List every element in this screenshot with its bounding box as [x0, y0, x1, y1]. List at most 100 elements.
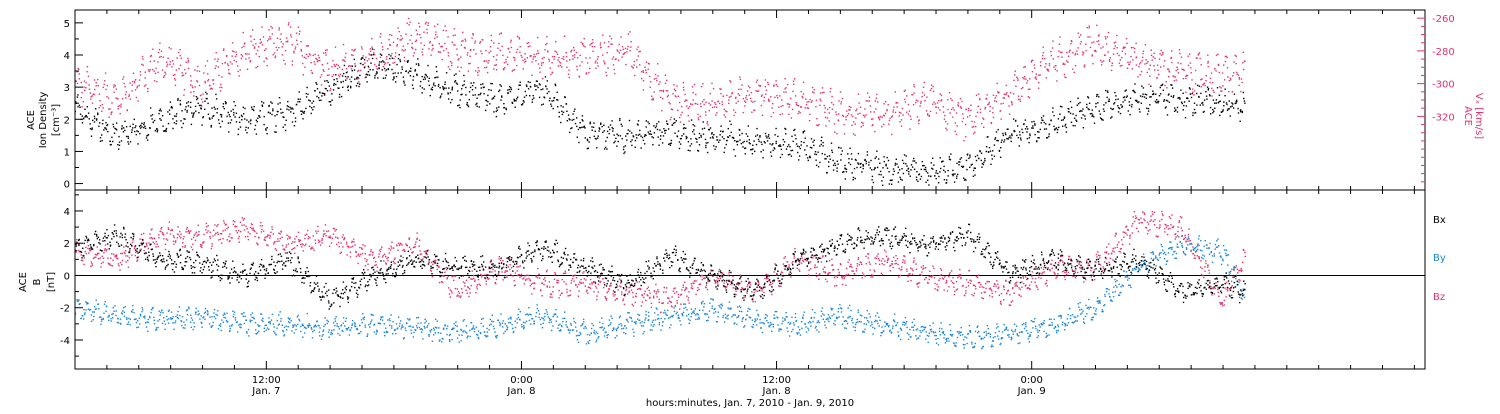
ion-density-point: [961, 157, 962, 158]
by-point: [459, 334, 460, 335]
vx-point: [87, 66, 88, 67]
ion-density-point: [1008, 138, 1009, 139]
vx-point: [968, 108, 969, 109]
by-point: [721, 308, 722, 309]
vx-point: [777, 97, 778, 98]
by-point: [929, 333, 930, 334]
vx-point: [978, 94, 979, 95]
vx-point: [679, 117, 680, 118]
by-point: [478, 338, 479, 339]
ion-density-point: [217, 108, 218, 109]
ion-density-point: [805, 138, 806, 139]
vx-point: [867, 92, 868, 93]
ion-density-point: [1023, 123, 1024, 124]
vx-point: [102, 104, 103, 105]
ion-density-point: [383, 61, 384, 62]
ion-density-point: [1137, 102, 1138, 103]
ion-density-point: [836, 167, 837, 168]
vx-point: [167, 58, 168, 59]
vx-point: [829, 107, 830, 108]
ion-density-point: [511, 89, 512, 90]
vx-point: [379, 63, 380, 64]
ion-density-point: [306, 93, 307, 94]
by-point: [131, 311, 132, 312]
ion-density-point: [922, 161, 923, 162]
ion-density-point: [128, 143, 129, 144]
ion-density-point: [766, 137, 767, 138]
ion-density-point: [1115, 99, 1116, 100]
ion-density-point: [401, 66, 402, 67]
vx-point: [622, 46, 623, 47]
by-point: [753, 324, 754, 325]
ion-density-point: [509, 86, 510, 87]
ion-density-point: [557, 99, 558, 100]
ion-density-point: [612, 128, 613, 129]
vx-point: [472, 33, 473, 34]
vx-point: [457, 66, 458, 67]
vx-point: [263, 61, 264, 62]
ion-density-point: [242, 116, 243, 117]
by-point: [455, 322, 456, 323]
ion-density-point: [498, 106, 499, 107]
by-point: [474, 328, 475, 329]
by-point: [365, 325, 366, 326]
by-point: [743, 326, 744, 327]
ion-density-point: [306, 87, 307, 88]
ion-density-point: [566, 103, 567, 104]
by-point: [881, 326, 882, 327]
vx-point: [394, 62, 395, 63]
by-point: [691, 313, 692, 314]
ion-density-point: [664, 133, 665, 134]
ion-density-point: [1148, 110, 1149, 111]
vx-point: [984, 108, 985, 109]
ion-density-point: [928, 184, 929, 185]
by-point: [593, 325, 594, 326]
ion-density-point: [77, 96, 78, 97]
ion-density-point: [673, 123, 674, 124]
vx-point: [597, 56, 598, 57]
ion-density-point: [123, 127, 124, 128]
vx-point: [342, 69, 343, 70]
by-point: [389, 325, 390, 326]
vx-point: [1153, 56, 1154, 57]
by-point: [702, 310, 703, 311]
vx-point: [228, 69, 229, 70]
by-point: [855, 324, 856, 325]
ion-density-point: [667, 124, 668, 125]
vx-point: [132, 84, 133, 85]
vx-point: [625, 48, 626, 49]
ion-density-point: [135, 125, 136, 126]
ion-density-point: [598, 130, 599, 131]
by-point: [555, 309, 556, 310]
vx-point: [768, 84, 769, 85]
ion-density-point: [590, 123, 591, 124]
vx-point: [990, 106, 991, 107]
ion-density-point: [1091, 113, 1092, 114]
ion-density-point: [520, 82, 521, 83]
by-point: [115, 315, 116, 316]
vx-point: [1022, 77, 1023, 78]
by-point: [897, 331, 898, 332]
ion-density-point: [1168, 93, 1169, 94]
ion-density-point: [1240, 109, 1241, 110]
ion-density-point: [1203, 111, 1204, 112]
ion-density-point: [804, 130, 805, 131]
vx-point: [739, 76, 740, 77]
by-point: [875, 315, 876, 316]
vx-point: [528, 46, 529, 47]
vx-point: [684, 94, 685, 95]
ion-density-point: [931, 162, 932, 163]
ion-density-point: [717, 139, 718, 140]
vx-point: [547, 51, 548, 52]
ion-density-point: [184, 119, 185, 120]
ion-density-point: [979, 150, 980, 151]
by-point: [114, 305, 115, 306]
ion-density-point: [157, 130, 158, 131]
ion-density-point: [550, 104, 551, 105]
vx-point: [179, 49, 180, 50]
ion-density-point: [595, 131, 596, 132]
ion-density-point: [1234, 94, 1235, 95]
by-point: [887, 323, 888, 324]
vx-point: [107, 85, 108, 86]
ion-density-point: [1163, 101, 1164, 102]
